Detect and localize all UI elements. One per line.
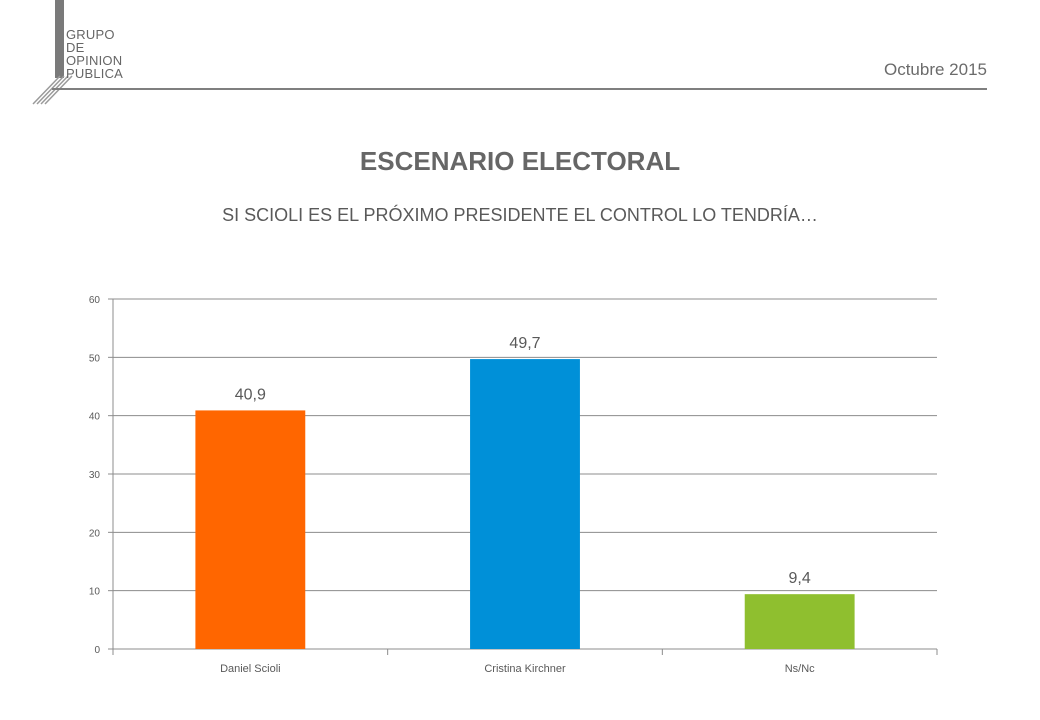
bar: [195, 410, 306, 649]
x-tick-label: Cristina Kirchner: [484, 663, 566, 675]
y-tick-label: 10: [89, 587, 101, 598]
logo-wordmark: GRUPO DE OPINION PUBLICA: [66, 28, 123, 80]
data-label: 49,7: [509, 335, 540, 352]
data-label: 40,9: [235, 386, 266, 403]
y-tick-label: 0: [94, 645, 100, 656]
x-tick-label: Ns/Nc: [785, 663, 815, 675]
data-label: 9,4: [789, 570, 811, 587]
logo-line: PUBLICA: [66, 66, 124, 81]
y-tick-label: 40: [89, 412, 101, 423]
header-divider: [52, 88, 987, 90]
y-tick-label: 60: [89, 295, 101, 306]
x-tick-label: Daniel Scioli: [220, 663, 281, 675]
bar: [744, 594, 855, 649]
bar: [470, 359, 580, 649]
grupo-opinion-publica-logo: [30, 0, 160, 110]
y-tick-label: 50: [89, 353, 101, 364]
logo-line: DE: [66, 40, 85, 55]
y-tick-label: 30: [89, 470, 101, 481]
logo-mark: [32, 0, 73, 105]
logo-line: GRUPO: [66, 27, 115, 42]
y-tick-label: 20: [89, 528, 101, 539]
logo-line: OPINION: [66, 53, 123, 68]
chart-subtitle: SI SCIOLI ES EL PRÓXIMO PRESIDENTE EL CO…: [222, 205, 818, 225]
report-date: Octubre 2015: [883, 60, 987, 79]
chart-title: ESCENARIO ELECTORAL: [359, 146, 681, 176]
